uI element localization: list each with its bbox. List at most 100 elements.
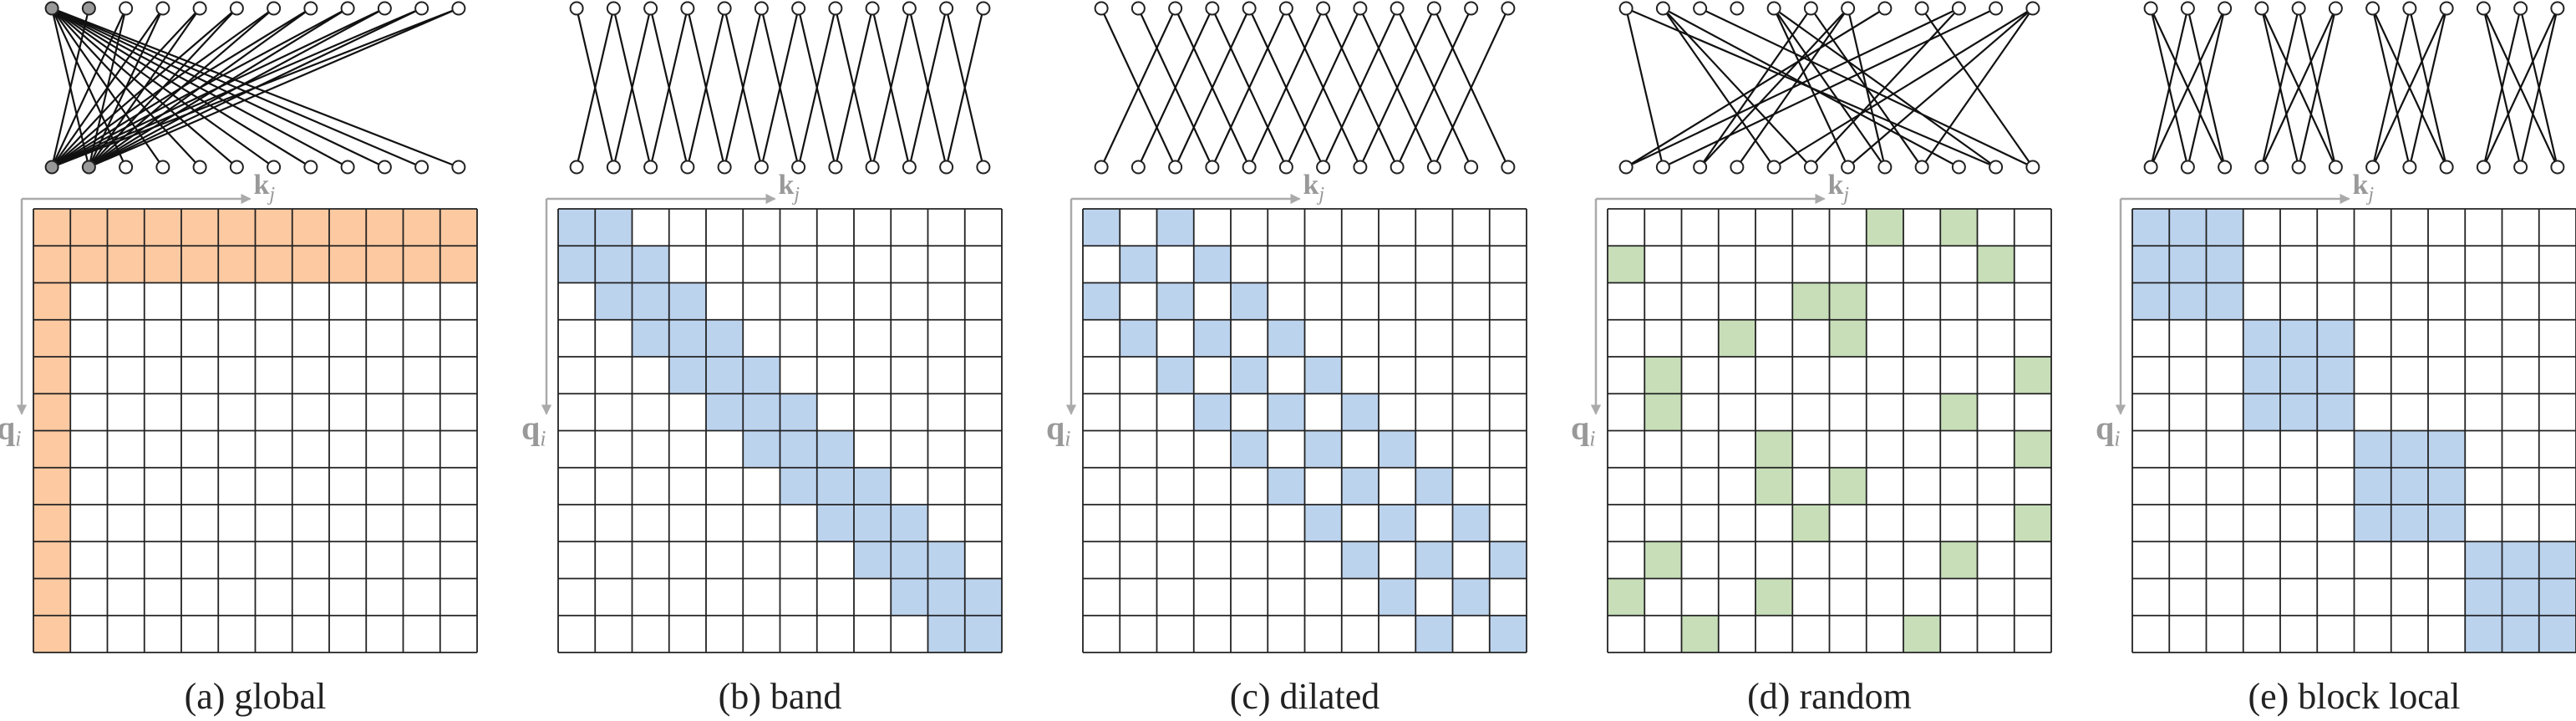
attended-cell [2243, 357, 2280, 394]
token-node [680, 160, 695, 175]
attended-cell [403, 246, 440, 283]
attention-edges [576, 8, 984, 168]
panel-caption: (c) dilated [1230, 676, 1380, 717]
panel-global: kj qi (a) global [0, 1, 478, 717]
attended-cell [1940, 541, 1978, 579]
token-node [2439, 1, 2454, 16]
attended-cell [2317, 357, 2355, 394]
token-node [569, 160, 584, 175]
attention-edge [51, 8, 312, 168]
attended-cell [33, 357, 71, 394]
attended-cell [366, 246, 404, 283]
attended-cell [255, 246, 292, 283]
token-node [1951, 160, 1966, 175]
attention-edge [88, 7, 460, 169]
attended-cell [2014, 430, 2051, 468]
token-node [414, 160, 429, 175]
attention-edge [1396, 8, 1472, 168]
attended-cell [1755, 467, 1793, 505]
attention-edge [51, 8, 348, 168]
attended-cell [33, 282, 71, 320]
global-token-node [44, 1, 59, 16]
token-node [902, 1, 917, 16]
attended-cell [218, 246, 256, 283]
token-node [2143, 1, 2158, 16]
token-node [2550, 160, 2565, 175]
token-node [2254, 1, 2269, 16]
token-node [1618, 160, 1633, 175]
attended-cell [2538, 578, 2576, 616]
token-node [377, 160, 392, 175]
token-node [828, 160, 843, 175]
attention-edge [51, 7, 460, 169]
attended-cell [854, 467, 892, 505]
token-node [1618, 1, 1633, 16]
attention-matrix [2131, 208, 2576, 653]
attention-edge [2260, 8, 2300, 168]
attended-cell [2465, 578, 2502, 616]
key-axis-label: kj [1828, 170, 1850, 206]
token-node [2402, 160, 2417, 175]
attended-cell [2206, 282, 2243, 320]
attended-cell [2206, 246, 2243, 283]
attended-cell [632, 319, 669, 357]
attended-cell [1866, 209, 1903, 246]
attended-cell [2502, 615, 2539, 652]
attended-cell [107, 209, 145, 246]
attention-edge [1773, 8, 1997, 168]
token-node [2476, 1, 2491, 16]
token-node [606, 160, 621, 175]
token-nodes [44, 1, 466, 175]
token-node [1426, 160, 1441, 175]
query-symbol: q [1046, 409, 1064, 447]
attention-edge [51, 8, 127, 168]
attended-cell [780, 430, 817, 468]
attention-edge [871, 8, 911, 168]
attended-cell [1755, 430, 1793, 468]
attended-cell [1718, 319, 1755, 357]
token-node [2025, 1, 2040, 16]
attended-cell [1415, 615, 1453, 652]
attended-cell [1231, 357, 1268, 394]
attended-cell [33, 578, 71, 616]
attention-edge [649, 8, 688, 168]
query-subscript: i [15, 427, 21, 451]
attention-edge [2150, 8, 2189, 168]
attended-cell [854, 505, 892, 542]
attended-cell [144, 246, 181, 283]
token-node [791, 160, 806, 175]
attended-cell [2243, 319, 2280, 357]
attended-cell [2280, 394, 2318, 431]
attended-cell [668, 282, 706, 320]
token-node [340, 160, 355, 175]
attended-cell [1608, 246, 1645, 283]
attended-cell [964, 615, 1002, 652]
attention-edge [576, 8, 615, 168]
attention-edges [1100, 8, 1509, 168]
attention-edge [2298, 8, 2337, 168]
token-node [2291, 1, 2306, 16]
attended-cell [70, 209, 108, 246]
token-node [2402, 1, 2417, 16]
attended-cell [816, 467, 854, 505]
attended-cell [181, 209, 219, 246]
attended-cell [743, 357, 780, 394]
token-node [451, 1, 466, 16]
key-axis-label: kj [779, 170, 800, 206]
token-node [192, 1, 207, 16]
token-node [1655, 1, 1670, 16]
attended-cell [706, 394, 744, 431]
panel-random: kj qi (d) random [1571, 1, 2052, 717]
attention-edge [1174, 8, 1251, 168]
attended-cell [1755, 578, 1793, 616]
query-axis-label: qi [521, 409, 546, 451]
query-symbol: q [0, 409, 15, 447]
token-node [606, 1, 621, 16]
attention-edge [2482, 8, 2522, 168]
attended-cell [558, 209, 596, 246]
query-subscript: i [1589, 427, 1595, 451]
token-node [1205, 160, 1220, 175]
attended-cell [33, 505, 71, 542]
token-node [303, 1, 318, 16]
